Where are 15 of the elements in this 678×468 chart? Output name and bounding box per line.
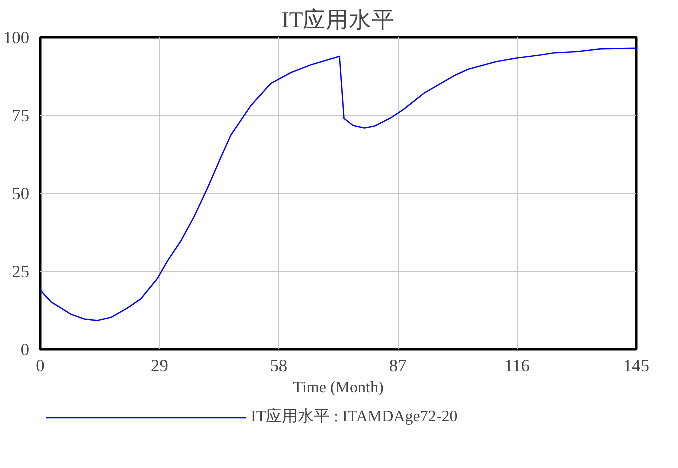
x-axis-title: Time (Month) [293, 380, 384, 396]
text: IT应用水平 : ITAMDAge72-20 [251, 407, 458, 428]
y-tick-label: 25 [12, 262, 30, 282]
x-tick-label: 116 [504, 356, 530, 376]
x-tick-label: 145 [624, 356, 650, 376]
x-tick-label: 29 [151, 356, 168, 376]
x-tick-label: 0 [36, 356, 45, 376]
y-tick-label: 0 [20, 340, 30, 360]
x-tick-label: 58 [270, 356, 288, 376]
y-tick-label: 75 [12, 106, 30, 126]
y-tick-label: 100 [4, 28, 30, 48]
y-tick-label: 50 [12, 184, 30, 204]
line-series [40, 48, 636, 322]
x-tick-label: 87 [389, 356, 408, 376]
chart-title: IT应用水平 [282, 8, 396, 32]
